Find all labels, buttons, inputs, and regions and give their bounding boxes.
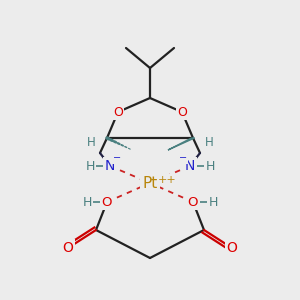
Text: N: N bbox=[185, 159, 195, 173]
Text: O: O bbox=[188, 196, 198, 208]
Text: O: O bbox=[102, 196, 112, 208]
Text: ++: ++ bbox=[158, 175, 176, 185]
Text: H: H bbox=[85, 160, 95, 172]
Text: −: − bbox=[113, 153, 121, 163]
Text: H: H bbox=[205, 160, 215, 172]
Text: N: N bbox=[105, 159, 115, 173]
Text: H: H bbox=[87, 136, 95, 148]
Text: O: O bbox=[226, 241, 237, 255]
Polygon shape bbox=[168, 138, 194, 150]
Text: O: O bbox=[63, 241, 74, 255]
Text: H: H bbox=[82, 196, 92, 208]
Text: O: O bbox=[177, 106, 187, 118]
Text: H: H bbox=[208, 196, 218, 208]
Text: H: H bbox=[205, 136, 213, 148]
Text: −: − bbox=[179, 153, 187, 163]
Text: O: O bbox=[113, 106, 123, 118]
Text: Pt: Pt bbox=[142, 176, 158, 190]
